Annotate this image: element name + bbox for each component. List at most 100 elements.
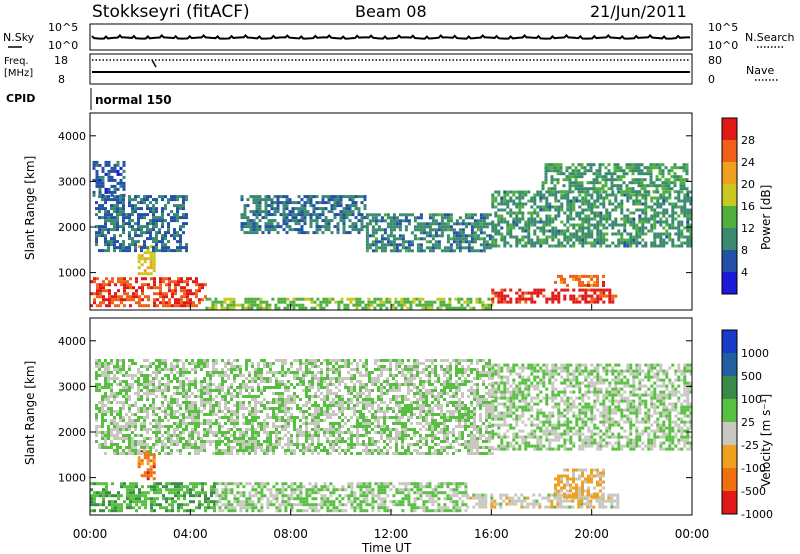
data-cell-region-6 — [321, 231, 325, 235]
data-cell-region-5 — [104, 362, 107, 365]
data-cell-region-6 — [243, 204, 247, 208]
data-cell-region-8 — [575, 232, 579, 236]
data-cell-region-8 — [533, 211, 537, 215]
data-cell-region-8 — [566, 199, 570, 203]
data-cell-region-8 — [644, 199, 648, 203]
data-cell-region-3 — [554, 477, 557, 481]
data-cell-region-3 — [554, 486, 557, 490]
data-cell-region-1 — [350, 491, 354, 495]
data-cell-region-7 — [431, 216, 435, 220]
data-cell-region-6 — [351, 198, 355, 202]
data-cell-region-5 — [167, 419, 170, 422]
data-cell-region-1 — [359, 500, 363, 504]
data-cell-region-7 — [455, 246, 459, 250]
data-cell-region-1 — [335, 497, 339, 501]
data-cell-region-5 — [233, 389, 236, 392]
data-cell-region-0 — [102, 295, 105, 299]
data-cell-region-8 — [524, 235, 528, 239]
data-cell-region-5 — [155, 365, 158, 368]
data-cell-region-1 — [409, 303, 413, 307]
data-cell-region-2 — [500, 297, 504, 301]
data-cell-region-5 — [194, 404, 197, 407]
data-cell-region-1 — [484, 306, 488, 310]
data-cell-region-7 — [479, 237, 483, 241]
data-cell-region-8 — [680, 208, 684, 212]
data-cell-region-7 — [407, 213, 411, 217]
data-cell-region-5 — [158, 219, 161, 223]
data-cell-region-8 — [602, 202, 606, 206]
data-cell-region-9 — [646, 169, 650, 173]
data-cell-region-8 — [608, 223, 612, 227]
data-cell-region-5 — [152, 413, 155, 416]
data-cell-region-5 — [119, 437, 122, 440]
data-cell-region-1 — [362, 500, 366, 504]
data-cell-region-0 — [138, 488, 141, 492]
data-cell-region-2 — [544, 505, 548, 509]
data-cell-region-5 — [134, 228, 137, 232]
data-cell-region-2 — [593, 291, 597, 295]
data-cell-region-8 — [542, 238, 546, 242]
data-cell-region-2 — [562, 499, 566, 503]
data-cell-region-8 — [536, 214, 540, 218]
data-cell-region-1 — [221, 497, 225, 501]
data-cell-region-0 — [162, 277, 165, 281]
data-cell-region-2 — [593, 300, 597, 304]
data-cell-region-2 — [590, 288, 594, 292]
data-cell-region-5 — [119, 368, 122, 371]
data-cell-region-7 — [467, 246, 471, 250]
data-cell-region-5 — [206, 440, 209, 443]
data-cell-region-8 — [599, 223, 603, 227]
data-cell-region-1 — [214, 306, 218, 310]
data-cell-region-5 — [98, 204, 101, 208]
data-cell-region-5 — [158, 440, 161, 443]
data-cell-region-0 — [129, 304, 132, 308]
data-cell-region-5 — [125, 413, 128, 416]
data-cell-region-8 — [512, 211, 516, 215]
data-cell-region-0 — [147, 286, 150, 290]
data-cell-region-1 — [220, 300, 224, 304]
data-cell-region-2 — [518, 300, 522, 304]
data-cell-region-6 — [351, 201, 355, 205]
data-cell-region-9 — [604, 175, 608, 179]
data-cell-region-0 — [189, 277, 192, 281]
data-cell-region-5 — [161, 219, 164, 223]
data-cell-region-8 — [566, 208, 570, 212]
data-cell-region-7 — [476, 249, 480, 253]
data-cell-region-1 — [281, 497, 285, 501]
data-cell-region-6 — [264, 210, 268, 214]
data-cell-region-4 — [149, 471, 153, 475]
data-cell-region-9 — [652, 163, 656, 167]
data-cell-region-0 — [150, 497, 153, 501]
data-cell-region-8 — [572, 202, 576, 206]
data-cell-region-5 — [134, 249, 137, 253]
data-cell-region-8 — [635, 208, 639, 212]
data-cell-region-2 — [599, 291, 603, 295]
data-cell-region-7 — [446, 249, 450, 253]
data-cell-region-6 — [357, 213, 361, 217]
data-cell-region-5 — [101, 407, 104, 410]
data-cell-region-9 — [613, 172, 617, 176]
data-cell-region-8 — [500, 220, 504, 224]
data-cell-region-7 — [440, 216, 444, 220]
data-cell-region-1 — [425, 509, 429, 513]
data-cell-region-7 — [425, 222, 429, 226]
data-cell-region-0 — [177, 280, 180, 284]
data-cell-region-1 — [460, 297, 464, 301]
data-cell-region-1 — [401, 509, 405, 513]
data-cell-region-9 — [637, 190, 641, 194]
data-cell-region-7 — [407, 249, 411, 253]
data-cell-region-5 — [134, 204, 137, 208]
data-cell-region-5 — [95, 240, 98, 244]
data-cell-region-0 — [126, 286, 129, 290]
data-cell-region-4 — [146, 468, 150, 472]
data-cell-region-10 — [101, 193, 105, 197]
data-cell-region-5 — [161, 234, 164, 238]
data-cell-region-5 — [200, 365, 203, 368]
data-cell-region-9 — [631, 172, 635, 176]
data-cell-region-0 — [96, 292, 99, 296]
data-cell-region-8 — [563, 211, 567, 215]
data-cell-region-0 — [150, 485, 153, 489]
data-cell-region-7 — [461, 246, 465, 250]
data-cell-region-9 — [661, 172, 665, 176]
